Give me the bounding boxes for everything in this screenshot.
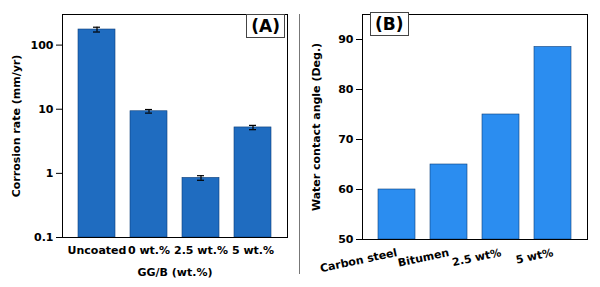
- svg-text:Carbon steel: Carbon steel: [319, 246, 399, 275]
- html-text:(A): (A): [251, 16, 280, 36]
- svg-text:GG/B (wt.%): GG/B (wt.%): [138, 266, 213, 279]
- svg-text:80: 80: [338, 83, 354, 96]
- svg-text:Uncoated: Uncoated: [68, 244, 127, 257]
- svg-text:70: 70: [338, 133, 354, 146]
- svg-text:1: 1: [46, 167, 54, 180]
- svg-text:5 wt%: 5 wt%: [515, 246, 555, 267]
- svg-text:5 wt.%: 5 wt.%: [232, 244, 274, 257]
- svg-text:100: 100: [31, 39, 54, 52]
- svg-text:0 wt.%: 0 wt.%: [128, 244, 170, 257]
- svg-text:50: 50: [338, 233, 354, 246]
- svg-text:0.1: 0.1: [34, 231, 54, 244]
- svg-text:Corrosion rate (mm/yr): Corrosion rate (mm/yr): [10, 55, 23, 198]
- html-text:(B): (B): [375, 14, 404, 34]
- svg-text:Bitumen: Bitumen: [397, 246, 451, 270]
- svg-text:2.5 wt%: 2.5 wt%: [451, 246, 502, 269]
- svg-text:Water contact angle (Deg.): Water contact angle (Deg.): [310, 43, 323, 211]
- svg-text:10: 10: [38, 103, 54, 116]
- svg-text:60: 60: [338, 183, 354, 196]
- svg-text:90: 90: [338, 33, 354, 46]
- svg-text:2.5 wt.%: 2.5 wt.%: [174, 244, 228, 257]
